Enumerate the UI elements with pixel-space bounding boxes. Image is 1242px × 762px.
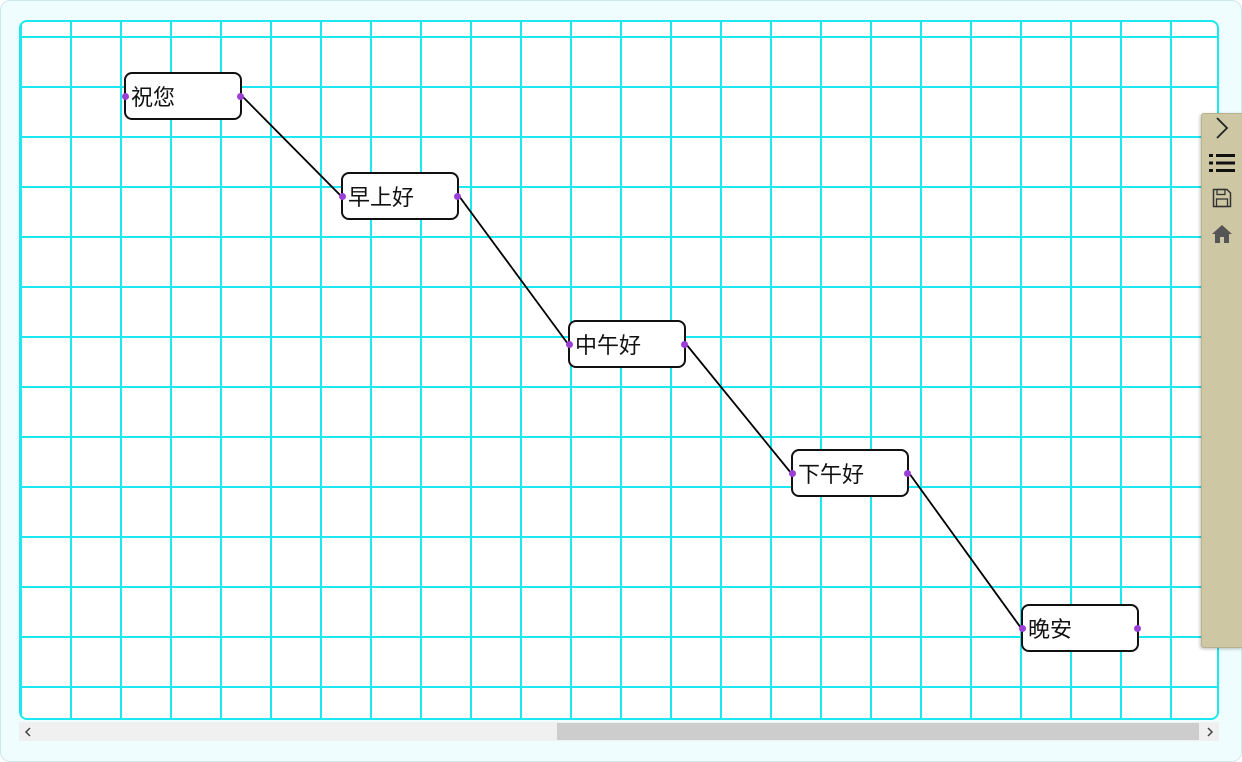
scroll-thumb[interactable] xyxy=(557,723,1199,740)
input-port[interactable] xyxy=(1019,624,1026,632)
horizontal-scrollbar[interactable] xyxy=(19,722,1219,741)
node-label: 下午好 xyxy=(798,463,865,488)
collapse-button[interactable] xyxy=(1209,116,1235,144)
save-icon xyxy=(1212,188,1232,212)
node-zhu-nin[interactable]: 祝您 xyxy=(122,72,244,120)
input-port[interactable] xyxy=(339,192,346,200)
node-wan-an[interactable]: 晚安 xyxy=(1019,604,1141,652)
home-icon xyxy=(1211,224,1233,248)
node-zhong-wu-hao[interactable]: 中午好 xyxy=(566,320,688,368)
scroll-right-button[interactable] xyxy=(1201,722,1219,741)
output-port[interactable] xyxy=(1134,624,1141,632)
node-label: 祝您 xyxy=(131,86,176,111)
node-label: 晚安 xyxy=(1028,618,1073,643)
input-port[interactable] xyxy=(122,92,129,100)
home-button[interactable] xyxy=(1209,222,1235,250)
output-port[interactable] xyxy=(681,340,688,348)
chevron-right-icon xyxy=(1206,722,1214,741)
chevron-left-icon xyxy=(24,722,32,741)
scroll-left-button[interactable] xyxy=(19,722,37,741)
side-toolbar xyxy=(1201,113,1242,648)
output-port[interactable] xyxy=(237,92,244,100)
input-port[interactable] xyxy=(566,340,573,348)
list-icon xyxy=(1209,153,1235,177)
input-port[interactable] xyxy=(789,469,796,477)
save-button[interactable] xyxy=(1209,186,1235,214)
node-xia-wu-hao[interactable]: 下午好 xyxy=(789,449,911,497)
node-label: 早上好 xyxy=(348,186,415,211)
list-button[interactable] xyxy=(1209,151,1235,179)
node-label: 中午好 xyxy=(575,334,642,359)
node-zao-shang-hao[interactable]: 早上好 xyxy=(339,172,461,220)
output-port[interactable] xyxy=(454,192,461,200)
output-port[interactable] xyxy=(904,469,911,477)
chevron-right-icon xyxy=(1215,116,1229,144)
